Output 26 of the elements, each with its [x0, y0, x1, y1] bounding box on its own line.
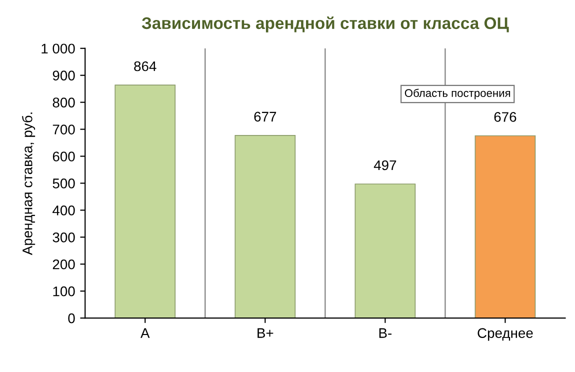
bar: [234, 135, 296, 318]
bar: [354, 184, 416, 318]
y-tick-label: 0: [68, 313, 75, 324]
y-tick-label: 500: [52, 178, 75, 188]
data-label: 864: [134, 61, 156, 72]
data-label: 497: [374, 160, 396, 170]
y-tick-label: 1 000: [42, 44, 75, 54]
x-tick-label: B+: [258, 328, 274, 338]
chart-title: Зависимость арендной ставки от класса ОЦ: [142, 16, 509, 32]
x-tick-label: Среднее: [478, 328, 533, 341]
bar: [114, 84, 176, 318]
data-label: 676: [494, 112, 516, 122]
y-tick-label: 400: [52, 206, 75, 216]
data-label: 677: [254, 112, 276, 122]
annotation: Область построения: [404, 88, 510, 100]
x-tick-label: B-: [379, 328, 392, 338]
y-tick-label: 100: [53, 286, 75, 296]
y-tick-label: 300: [52, 232, 75, 242]
y-tick-label: 700: [52, 124, 75, 134]
x-tick-label: A: [140, 328, 150, 338]
y-tick-label: 600: [52, 152, 75, 162]
y-tick-label: 200: [52, 259, 75, 270]
bar: [474, 135, 536, 318]
y-tick-label: 900: [52, 70, 75, 80]
y-tick-label: 800: [52, 98, 75, 108]
y-axis-title: Арендная ставка, руб.: [22, 112, 36, 256]
